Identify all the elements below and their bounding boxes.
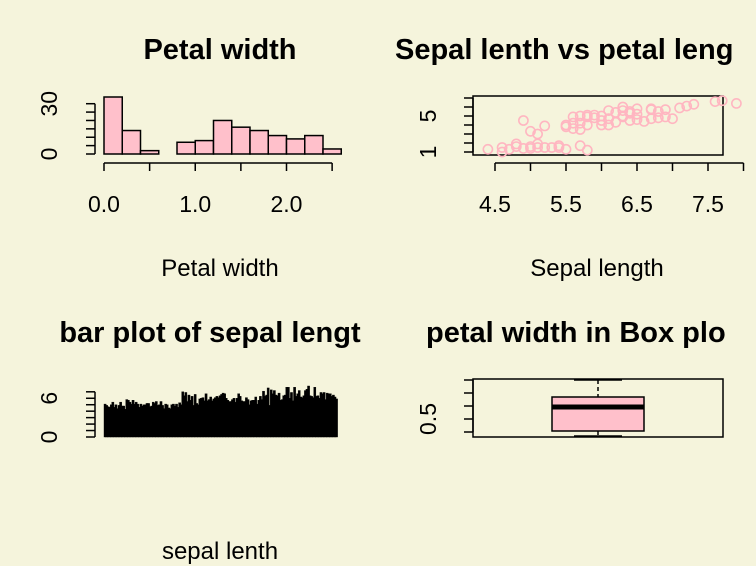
scatter-point (731, 98, 742, 109)
scatter-point (617, 105, 629, 116)
x-tick-label: 4.5 (479, 191, 511, 217)
chart-title: Petal width (143, 34, 296, 66)
scatter-point (525, 125, 536, 137)
x-tick-label: 0.0 (88, 191, 120, 217)
scatter-point (574, 117, 586, 129)
scatter-point (510, 138, 522, 150)
scatter-point (567, 123, 579, 135)
panel-petal-width-boxplot: petal width in Box plo 0.5 (415, 317, 726, 438)
x-tick-label: 5.5 (550, 191, 582, 217)
scatter-point (652, 112, 664, 124)
scatter-point (581, 111, 593, 123)
y-axis: 0.5 (415, 379, 474, 435)
y-tick-label: 5 (415, 110, 441, 123)
scatter-point (631, 114, 643, 125)
scatter-point (496, 142, 508, 153)
y-tick-label: 0 (36, 431, 62, 444)
scatter-point (482, 143, 494, 155)
bar-series (103, 385, 338, 438)
panel-sepal-length-barplot: bar plot of sepal lengt 06 sepal lenth (36, 317, 361, 565)
x-axis-label: Petal width (161, 255, 278, 282)
x-tick-label: 7.5 (692, 191, 724, 217)
x-axis-label: Sepal length (530, 255, 663, 282)
x-tick-label: 1.0 (179, 191, 211, 217)
box-plot (551, 379, 645, 437)
scatter-point (503, 143, 515, 155)
scatter-point (603, 105, 614, 116)
scatter-point (667, 113, 678, 125)
scatter-point (617, 110, 629, 122)
y-axis: 15 (415, 97, 474, 159)
box-iqr (551, 396, 645, 432)
y-axis: 0 30 (36, 91, 96, 161)
x-tick-label: 6.5 (621, 191, 653, 217)
histogram-bar (176, 141, 196, 155)
histogram-bar (322, 148, 342, 155)
scatter-point (688, 98, 700, 110)
histogram-bar (231, 126, 251, 155)
scatter-points (482, 95, 742, 158)
panel-sepal-vs-petal-scatter: Sepal lenth vs petal leng 15 4.5 5.5 6.5 7.… (395, 34, 745, 282)
x-axis-label: sepal lenth (162, 538, 278, 565)
scatter-point (674, 102, 685, 114)
scatter-point (645, 103, 657, 115)
histogram-bar (103, 96, 123, 155)
histogram-bar (249, 129, 269, 155)
scatter-point (638, 116, 650, 127)
scatter-point (681, 100, 693, 112)
y-tick-label: 30 (36, 91, 62, 117)
scatter-point (709, 96, 721, 107)
scatter-point (560, 121, 572, 133)
scatter-point (581, 144, 593, 156)
chart-title: Sepal lenth vs petal leng (395, 34, 733, 66)
panel-petal-width-histogram: Petal width 0 30 0.0 1.0 2.0 Petal width (36, 34, 342, 282)
scatter-point (532, 128, 543, 140)
scatter-point (596, 110, 607, 122)
chart-title: bar plot of sepal lengt (59, 317, 361, 349)
scatter-point (652, 106, 664, 117)
scatter-point (539, 120, 551, 132)
histogram-bar (194, 139, 215, 155)
scatter-point (532, 142, 543, 153)
scatter-point (660, 104, 671, 116)
histogram-bar (304, 134, 324, 155)
y-tick-label: 1 (415, 146, 441, 159)
histogram-bar (139, 149, 160, 155)
scatter-point (589, 109, 600, 121)
x-axis: 0.0 1.0 2.0 (88, 162, 333, 217)
x-tick-label: 2.0 (271, 191, 303, 217)
scatter-point (716, 95, 728, 107)
x-axis: 4.5 5.5 6.5 7.5 (479, 162, 745, 217)
y-axis: 06 (36, 391, 96, 444)
scatter-point (574, 124, 586, 135)
bar (335, 398, 338, 438)
scatter-point (660, 111, 671, 123)
histogram-bar (267, 134, 288, 155)
scatter-point (546, 142, 558, 153)
histogram-bar (121, 129, 142, 155)
y-tick-label: 0.5 (415, 403, 441, 435)
histogram-bar (285, 138, 306, 155)
scatter-point (553, 142, 565, 153)
histogram-bar (212, 119, 233, 155)
scatter-point (567, 111, 579, 123)
scatter-point (631, 103, 643, 115)
y-tick-label: 0 (36, 148, 62, 161)
histogram-bars (103, 96, 342, 155)
scatter-point (560, 143, 572, 155)
chart-title: petal width in Box plo (426, 317, 726, 349)
scatter-point (631, 108, 643, 120)
y-tick-label: 6 (36, 392, 62, 405)
scatter-point (518, 115, 529, 126)
scatter-point (496, 146, 508, 158)
scatter-point (603, 119, 614, 131)
scatter-point (574, 110, 586, 122)
scatter-point (525, 141, 536, 152)
